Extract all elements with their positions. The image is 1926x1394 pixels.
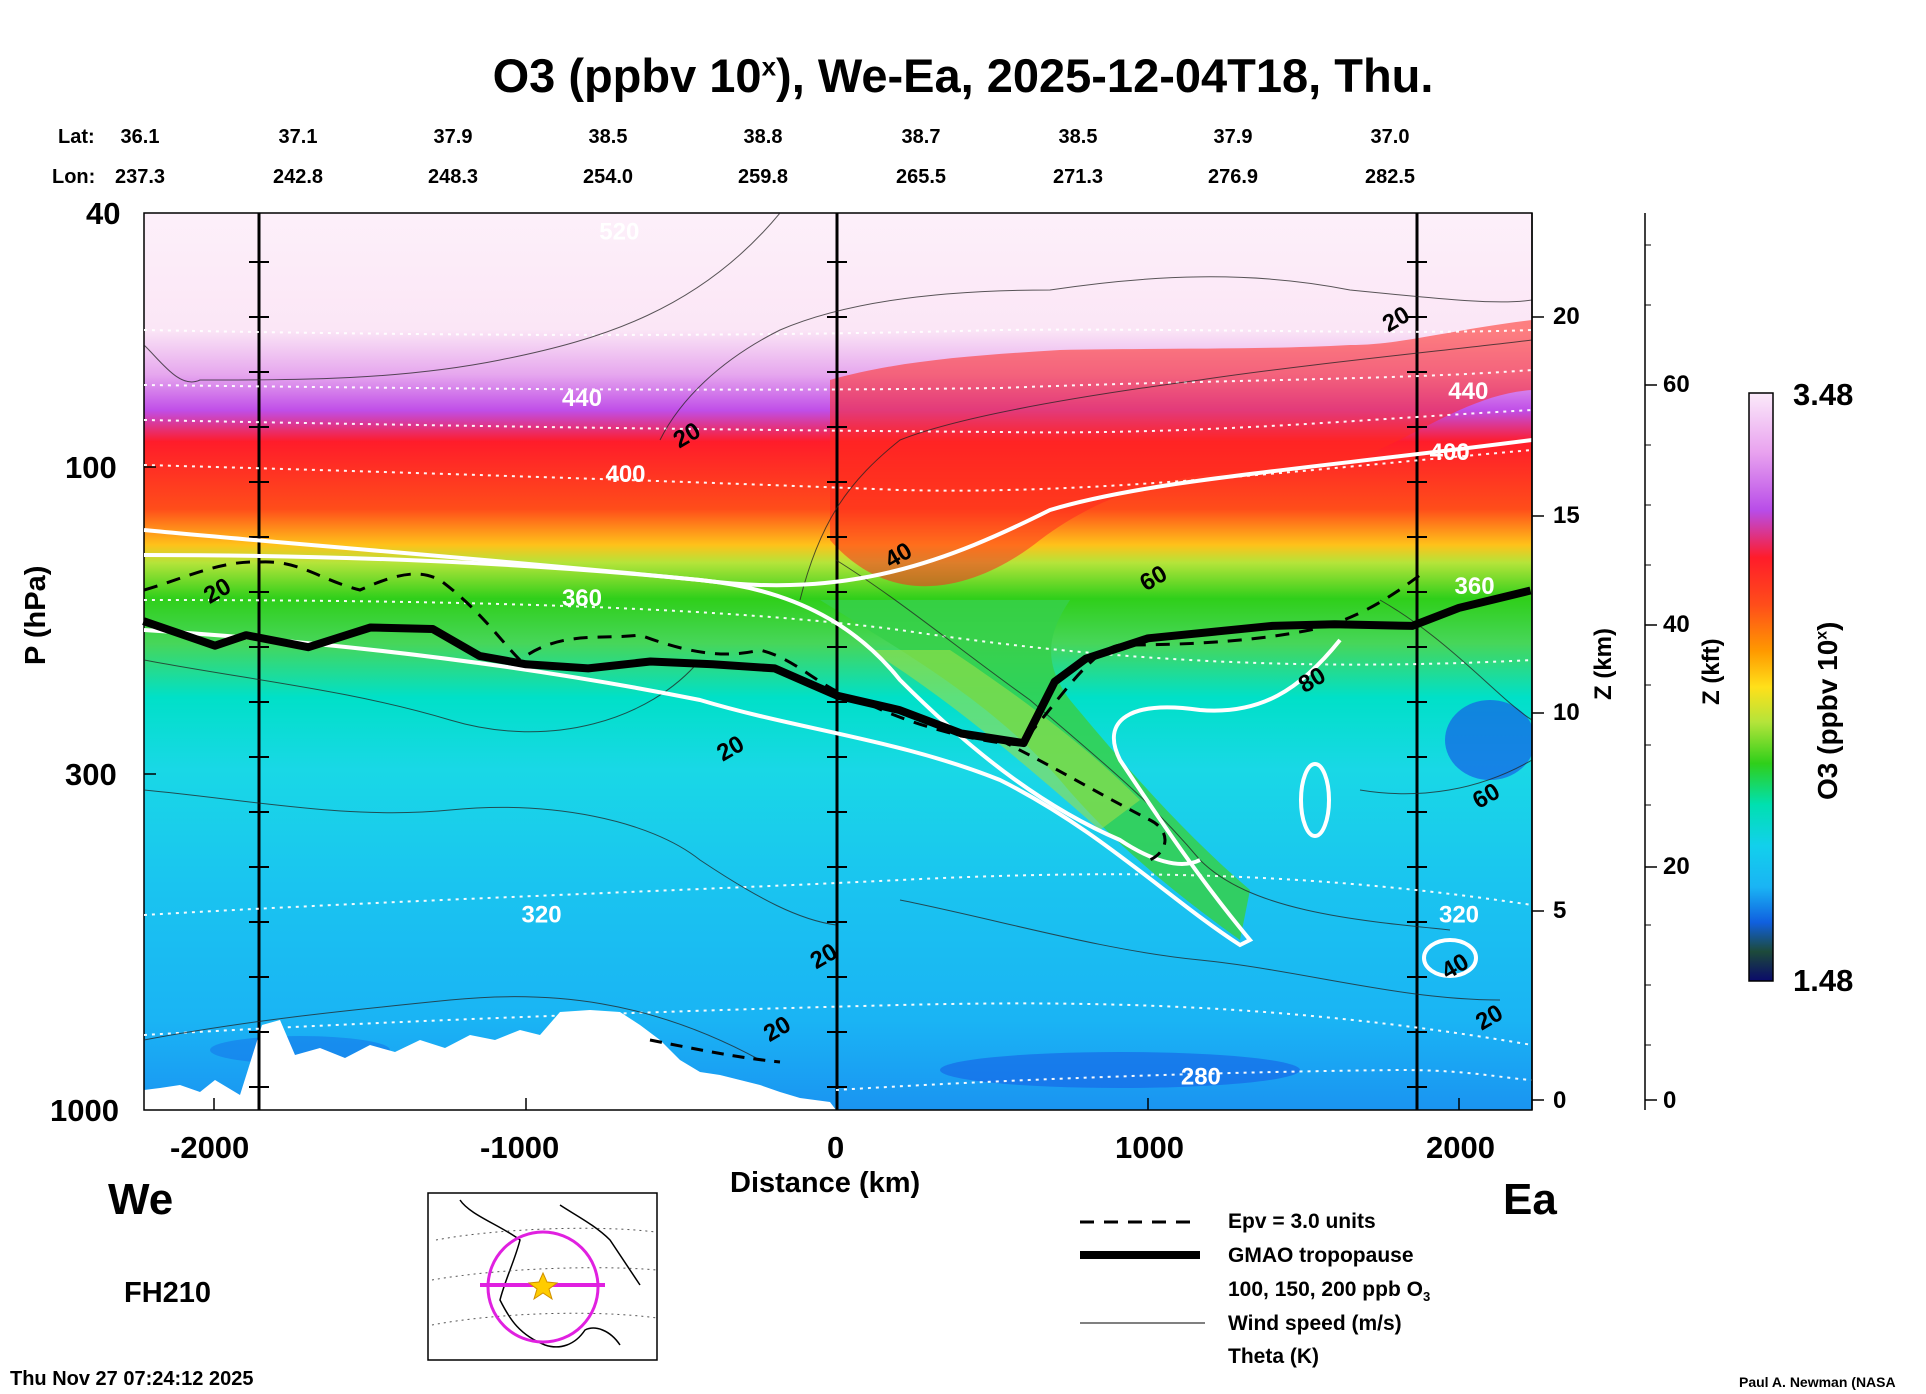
zkm-tick-10: 10 [1553,699,1580,726]
y-axis-label: P (hPa) [20,565,52,665]
x-axis-label: Distance (km) [730,1167,921,1199]
east-label: Ea [1503,1175,1557,1224]
timestamp: Thu Nov 27 07:24:12 2025 [10,1368,254,1390]
x-tick-neg1000: -1000 [480,1130,560,1165]
y-tick-300: 300 [65,757,117,792]
lat-value-5: 38.7 [901,126,941,148]
zkm-tick-5: 5 [1553,897,1567,924]
lon-value-7: 276.9 [1207,166,1259,188]
lon-value-0: 237.3 [114,166,166,188]
theta-label: 360 [562,585,602,612]
zkm-tick-0: 0 [1553,1087,1567,1114]
colorbar-label: O3 (ppbv 10x) [1812,621,1843,801]
lon-label: Lon: [52,166,96,188]
legend-item-theta: Theta (K) [1228,1345,1319,1368]
zkft-tick-20: 20 [1663,853,1690,880]
lat-value-3: 38.5 [588,126,628,148]
theta-label: 400 [605,461,645,488]
lat-value-7: 37.9 [1213,126,1253,148]
theta-label: 320 [522,901,562,928]
lat-value-2: 37.9 [433,126,473,148]
forecast-hour: FH210 [124,1277,212,1309]
lat-value-0: 36.1 [120,126,160,148]
zkft-tick-0: 0 [1663,1087,1677,1114]
theta-label: 440 [562,385,602,412]
theta-label: 440 [1448,378,1488,405]
lon-value-1: 242.8 [272,166,324,188]
x-tick-2000: 2000 [1426,1130,1495,1165]
zkft-tick-60: 60 [1663,371,1690,398]
locator-map [427,1192,658,1361]
lat-value-4: 38.8 [743,126,783,148]
zkm-tick-15: 15 [1553,502,1580,529]
lon-value-4: 259.8 [737,166,789,188]
colorbar [1748,392,1774,982]
y-tick-100: 100 [65,450,117,485]
zkft-tick-40: 40 [1663,611,1690,638]
colorbar-max: 3.48 [1793,377,1854,412]
location-star-icon [527,1271,559,1301]
lat-value-6: 38.5 [1058,126,1098,148]
tropopause-line [142,586,1532,748]
legend-item-epv: Epv = 3.0 units [1228,1210,1376,1233]
theta-label: 280 [1181,1063,1221,1090]
legend-item-ozone-contours: 100, 150, 200 ppb O3 [1228,1278,1431,1305]
lon-value-3: 254.0 [582,166,634,188]
x-tick-neg2000: -2000 [170,1130,250,1165]
west-label: We [108,1175,174,1224]
zkm-tick-20: 20 [1553,303,1580,330]
chart-title: O3 (ppbv 10x), We-Ea, 2025-12-04T18, Thu… [492,49,1434,102]
y-tick-1000: 1000 [50,1093,119,1128]
lat-label: Lat: [58,126,95,148]
theta-label: 400 [1430,439,1470,466]
theta-label: 360 [1455,573,1495,600]
x-tick-0: 0 [827,1130,845,1165]
legend-samples [1080,1220,1205,1358]
lon-value-2: 248.3 [427,166,479,188]
z-kft-label: Z (kft) [1698,638,1725,705]
z-km-label: Z (km) [1590,628,1617,700]
lat-value-8: 37.0 [1370,126,1410,148]
lon-value-6: 271.3 [1052,166,1104,188]
lat-value-1: 37.1 [278,126,318,148]
theta-label: 320 [1439,901,1479,928]
lon-value-8: 282.5 [1364,166,1416,188]
credit: Paul A. Newman (NASA [1739,1374,1896,1390]
x-tick-1000: 1000 [1115,1130,1184,1165]
y-tick-40: 40 [86,196,121,231]
legend-item-wind: Wind speed (m/s) [1228,1312,1402,1335]
theta-label: 520 [599,219,639,246]
colorbar-min: 1.48 [1793,963,1854,998]
lon-value-5: 265.5 [895,166,947,188]
legend-item-tropopause: GMAO tropopause [1228,1244,1414,1267]
